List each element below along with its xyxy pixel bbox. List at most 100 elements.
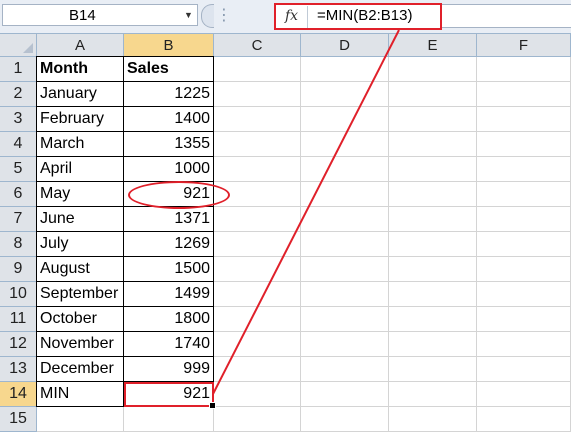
header-sales[interactable]: Sales: [127, 60, 169, 77]
month-cell[interactable]: May: [40, 185, 71, 202]
cell-f6[interactable]: [477, 182, 571, 207]
month-cell[interactable]: July: [40, 235, 69, 252]
column-header-a[interactable]: A: [37, 34, 124, 57]
column-header-e[interactable]: E: [389, 34, 477, 57]
month-cell[interactable]: March: [40, 135, 85, 152]
cell-e15[interactable]: [389, 407, 477, 432]
cell-e1[interactable]: [389, 57, 477, 82]
month-cell[interactable]: January: [40, 85, 97, 102]
cell-e5[interactable]: [389, 157, 477, 182]
month-cell[interactable]: February: [40, 110, 105, 127]
cell-d14[interactable]: [301, 382, 389, 407]
cell-d7[interactable]: [301, 207, 389, 232]
header-month[interactable]: Month: [40, 60, 88, 77]
sales-cell[interactable]: 999: [183, 360, 210, 377]
cell-f9[interactable]: [477, 257, 571, 282]
sales-cell[interactable]: 1000: [174, 160, 210, 177]
row-header-2[interactable]: 2: [0, 82, 37, 107]
month-cell[interactable]: December: [40, 360, 114, 377]
cell-f7[interactable]: [477, 207, 571, 232]
cell-c1[interactable]: [214, 57, 301, 82]
row-header-1[interactable]: 1: [0, 57, 37, 82]
cell-f4[interactable]: [477, 132, 571, 157]
cell-c13[interactable]: [214, 357, 301, 382]
sales-cell[interactable]: 1225: [174, 85, 210, 102]
cell-c3[interactable]: [214, 107, 301, 132]
month-cell[interactable]: April: [40, 160, 73, 177]
cell-e13[interactable]: [389, 357, 477, 382]
column-header-f[interactable]: F: [477, 34, 571, 57]
cell-c10[interactable]: [214, 282, 301, 307]
cell-c8[interactable]: [214, 232, 301, 257]
select-all-button[interactable]: [0, 34, 37, 57]
cell-d4[interactable]: [301, 132, 389, 157]
cell-d12[interactable]: [301, 332, 389, 357]
sales-cell[interactable]: 1500: [174, 260, 210, 277]
min-label-cell[interactable]: MIN: [40, 385, 70, 402]
cell-f8[interactable]: [477, 232, 571, 257]
sales-cell[interactable]: 1740: [174, 335, 210, 352]
name-box[interactable]: B14 ▼: [2, 4, 198, 26]
row-header-12[interactable]: 12: [0, 332, 37, 357]
cell-f15[interactable]: [477, 407, 571, 432]
row-header-6[interactable]: 6: [0, 182, 37, 207]
row-header-4[interactable]: 4: [0, 132, 37, 157]
cell-e3[interactable]: [389, 107, 477, 132]
row-header-11[interactable]: 11: [0, 307, 37, 332]
cell-e9[interactable]: [389, 257, 477, 282]
row-header-14[interactable]: 14: [0, 382, 37, 407]
row-header-13[interactable]: 13: [0, 357, 37, 382]
cell-d9[interactable]: [301, 257, 389, 282]
cell-d3[interactable]: [301, 107, 389, 132]
sales-cell[interactable]: 1269: [174, 235, 210, 252]
month-cell[interactable]: August: [40, 260, 90, 277]
row-header-8[interactable]: 8: [0, 232, 37, 257]
min-value-cell[interactable]: 921: [183, 385, 210, 402]
sales-cell[interactable]: 1400: [174, 110, 210, 127]
row-header-10[interactable]: 10: [0, 282, 37, 307]
cell-d8[interactable]: [301, 232, 389, 257]
cell-e12[interactable]: [389, 332, 477, 357]
month-cell[interactable]: September: [40, 285, 119, 302]
cell-f14[interactable]: [477, 382, 571, 407]
cell-f13[interactable]: [477, 357, 571, 382]
column-header-d[interactable]: D: [301, 34, 389, 57]
cell-e14[interactable]: [389, 382, 477, 407]
formula-input[interactable]: =MIN(B2:B13): [317, 7, 413, 24]
splitter-dots-icon[interactable]: [216, 5, 232, 26]
cell-c4[interactable]: [214, 132, 301, 157]
cell-c5[interactable]: [214, 157, 301, 182]
cell-d11[interactable]: [301, 307, 389, 332]
insert-function-icon[interactable]: 𝑓x: [285, 8, 299, 24]
cell-e8[interactable]: [389, 232, 477, 257]
cell-d1[interactable]: [301, 57, 389, 82]
sales-cell[interactable]: 1499: [174, 285, 210, 302]
cell-e6[interactable]: [389, 182, 477, 207]
cell-e2[interactable]: [389, 82, 477, 107]
cell-f1[interactable]: [477, 57, 571, 82]
formula-input-extension[interactable]: [442, 4, 571, 28]
cell-c7[interactable]: [214, 207, 301, 232]
cell-d2[interactable]: [301, 82, 389, 107]
row-header-5[interactable]: 5: [0, 157, 37, 182]
cell-a15[interactable]: [37, 407, 124, 432]
chevron-down-icon[interactable]: ▼: [184, 10, 193, 20]
cell-f5[interactable]: [477, 157, 571, 182]
row-header-7[interactable]: 7: [0, 207, 37, 232]
formula-box[interactable]: 𝑓x =MIN(B2:B13): [274, 3, 442, 30]
column-header-c[interactable]: C: [214, 34, 301, 57]
cell-c2[interactable]: [214, 82, 301, 107]
sales-cell[interactable]: 1355: [174, 135, 210, 152]
row-header-15[interactable]: 15: [0, 407, 37, 432]
cell-e10[interactable]: [389, 282, 477, 307]
cell-b15[interactable]: [124, 407, 214, 432]
sales-cell[interactable]: 1800: [174, 310, 210, 327]
cell-e11[interactable]: [389, 307, 477, 332]
row-header-9[interactable]: 9: [0, 257, 37, 282]
sales-cell[interactable]: 1371: [174, 210, 210, 227]
cell-e7[interactable]: [389, 207, 477, 232]
cell-c14[interactable]: [214, 382, 301, 407]
cell-d15[interactable]: [301, 407, 389, 432]
resize-grip-icon[interactable]: [201, 4, 214, 28]
row-header-3[interactable]: 3: [0, 107, 37, 132]
